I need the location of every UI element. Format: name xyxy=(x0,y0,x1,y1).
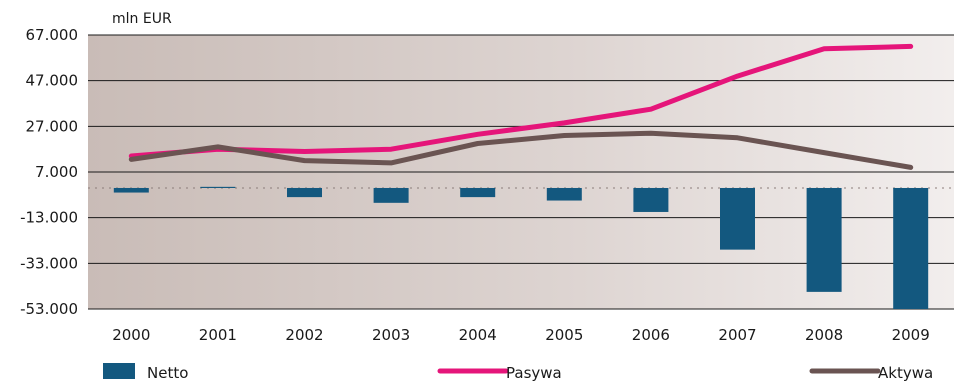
series-lines xyxy=(128,43,914,170)
x-tick-label: 2003 xyxy=(372,326,410,344)
y-tick-label: -33.000 xyxy=(20,254,78,272)
x-tick-label: 2005 xyxy=(545,326,583,344)
x-tick-label: 2007 xyxy=(718,326,756,344)
bar-netto-2003 xyxy=(373,187,409,203)
y-tick-label: 47.000 xyxy=(26,72,79,90)
y-tick-label: 27.000 xyxy=(26,117,79,135)
legend-label-pasywa: Pasywa xyxy=(506,364,562,382)
bar-netto-2008 xyxy=(806,187,842,292)
line-aktywa xyxy=(128,130,914,170)
bar-netto-2007 xyxy=(720,187,755,250)
y-tick-label: 7.000 xyxy=(35,163,78,181)
x-tick-label: 2000 xyxy=(112,326,150,344)
x-tick-label: 2004 xyxy=(459,326,497,344)
y-tick-label: 67.000 xyxy=(26,26,79,44)
x-tick-label: 2008 xyxy=(805,326,843,344)
legend-label-aktywa: Aktywa xyxy=(878,364,933,382)
bar-netto-2001 xyxy=(200,186,236,188)
bar-netto-2005 xyxy=(546,187,582,201)
x-tick-label: 2001 xyxy=(199,326,237,344)
y-tick-label: -53.000 xyxy=(20,300,78,318)
bar-netto-2002 xyxy=(287,187,322,198)
x-tick-label: 2009 xyxy=(892,326,930,344)
x-tick-label: 2006 xyxy=(632,326,670,344)
x-tick-label: 2002 xyxy=(285,326,323,344)
legend-label-netto: Netto xyxy=(147,364,188,382)
unit-label: mln EUR xyxy=(112,11,172,27)
line-pasywa xyxy=(128,43,914,159)
bar-netto-2000 xyxy=(113,187,149,193)
bar-netto-2004 xyxy=(460,187,496,198)
legend: Netto Pasywa Aktywa xyxy=(103,363,933,382)
bar-netto-2006 xyxy=(633,187,669,212)
legend-swatch-netto xyxy=(103,363,135,379)
y-tick-label: -13.000 xyxy=(20,209,78,227)
netto-bars xyxy=(113,186,929,309)
bar-netto-2009 xyxy=(893,187,929,309)
x-axis: 2000 2001 2002 2003 2004 2005 2006 2007 2008 2009 xyxy=(112,326,930,344)
y-axis: 67.000 47.000 27.000 7.000 -13.000 -33.000 -53… xyxy=(20,26,78,318)
